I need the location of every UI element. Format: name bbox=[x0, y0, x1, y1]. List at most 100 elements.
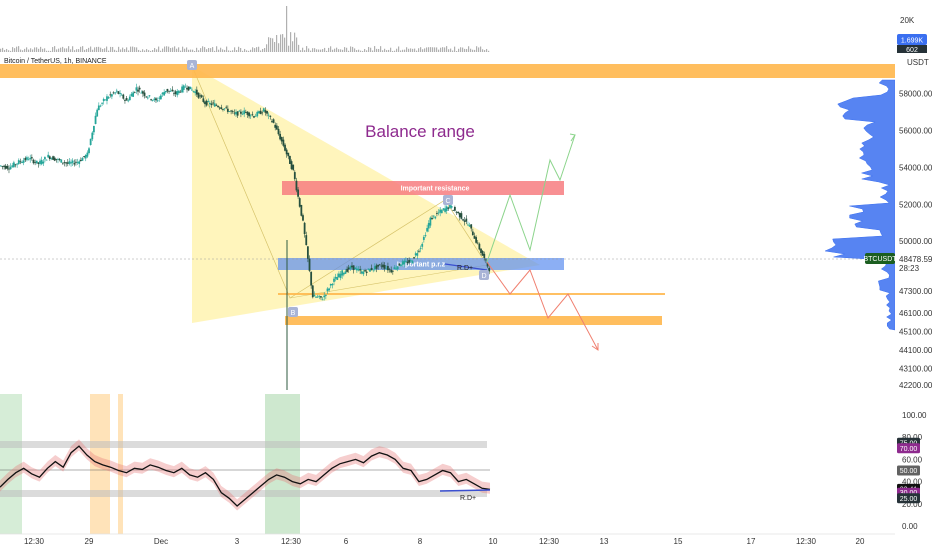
candle-body bbox=[0, 165, 2, 167]
volume-bar bbox=[426, 47, 428, 52]
osc-orange-bar-2 bbox=[118, 394, 123, 534]
point-a-marker[interactable]: A bbox=[187, 60, 197, 70]
candle-body bbox=[318, 295, 321, 297]
candle-body bbox=[57, 158, 59, 160]
volume-bar bbox=[4, 49, 6, 52]
point-d-marker[interactable]: D bbox=[479, 270, 489, 280]
price-axis[interactable]: 20K 1.699K 602 USDT 58000.00 56000.00 5400… bbox=[863, 0, 932, 550]
candle-body bbox=[191, 89, 193, 91]
candle-body bbox=[17, 160, 20, 165]
volume-bar bbox=[44, 48, 46, 52]
candle-body bbox=[37, 162, 40, 164]
volume-bar bbox=[194, 50, 196, 52]
volume-bar bbox=[380, 46, 382, 52]
volume-bar bbox=[252, 47, 254, 52]
volume-bar bbox=[346, 47, 348, 52]
point-c-marker[interactable]: C bbox=[443, 195, 453, 205]
volume-bar bbox=[318, 49, 320, 52]
volume-bar bbox=[382, 50, 384, 52]
candle-body bbox=[197, 92, 200, 98]
candle-body bbox=[440, 210, 443, 214]
resistance-zone bbox=[282, 181, 564, 195]
candle-body bbox=[473, 235, 476, 239]
candle-body bbox=[9, 166, 12, 170]
volume-bar bbox=[130, 46, 132, 52]
volume-bar bbox=[406, 47, 408, 52]
volume-bar bbox=[472, 49, 474, 52]
volume-bar bbox=[186, 47, 188, 52]
volume-bar bbox=[364, 48, 366, 52]
time-tick-label: Dec bbox=[154, 537, 168, 546]
candle-body bbox=[390, 269, 393, 273]
volume-bar bbox=[230, 50, 232, 52]
volume-bar bbox=[214, 50, 216, 52]
candle-body bbox=[429, 217, 432, 226]
volume-bar bbox=[372, 50, 374, 52]
volume-bar bbox=[50, 50, 52, 52]
symbol-tag-text: BTCUSDT bbox=[863, 256, 897, 263]
volume-bar bbox=[96, 46, 98, 52]
price-tick-label: 45100.00 bbox=[899, 328, 932, 337]
candle-body bbox=[122, 94, 125, 99]
volume-bar bbox=[30, 48, 32, 52]
candle-body bbox=[81, 158, 84, 161]
candle-body bbox=[14, 164, 17, 166]
candle-body bbox=[29, 157, 32, 160]
candle-body bbox=[344, 271, 347, 274]
candle-body bbox=[462, 219, 464, 221]
volume-bar bbox=[46, 50, 48, 52]
candle-body bbox=[91, 132, 94, 140]
candle-body bbox=[140, 92, 143, 94]
volume-bar bbox=[418, 48, 420, 52]
volume-bar bbox=[168, 46, 170, 52]
candle-body bbox=[362, 271, 365, 275]
volume-bar bbox=[360, 50, 362, 52]
candle-body bbox=[349, 266, 352, 269]
volume-bar bbox=[98, 46, 100, 52]
candle-body bbox=[71, 160, 74, 163]
volume-bar bbox=[466, 48, 468, 52]
candle-body bbox=[163, 92, 166, 96]
candle-body bbox=[99, 105, 102, 107]
osc-tick-label: 40.00 bbox=[902, 478, 923, 487]
volume-bar bbox=[442, 47, 444, 52]
time-tick-label: 12:30 bbox=[24, 537, 45, 546]
candle-body bbox=[483, 253, 486, 259]
candle-body bbox=[450, 205, 453, 208]
candle-body bbox=[249, 115, 252, 117]
volume-bar bbox=[236, 50, 238, 52]
candle-body bbox=[112, 92, 115, 94]
candle-body bbox=[254, 115, 257, 117]
volume-bar bbox=[388, 49, 390, 52]
candle-body bbox=[217, 105, 219, 108]
candle-body bbox=[142, 91, 144, 94]
candle-body bbox=[369, 268, 371, 272]
volume-bar bbox=[138, 49, 140, 52]
time-axis[interactable]: 12:30 29 Dec 3 12:30 6 8 10 12:30 13 15 17 12:30 20 bbox=[0, 533, 895, 546]
point-b-marker[interactable]: B bbox=[288, 307, 298, 317]
volume-bar bbox=[464, 48, 466, 52]
time-tick-label: 13 bbox=[600, 537, 609, 546]
volume-bar bbox=[458, 48, 460, 52]
volume-bar bbox=[416, 50, 418, 52]
candle-body bbox=[235, 111, 237, 115]
volume-bar bbox=[288, 45, 290, 52]
candle-body bbox=[94, 115, 97, 124]
volume-bar bbox=[470, 48, 472, 52]
volume-bar bbox=[298, 44, 300, 52]
candle-body bbox=[66, 162, 69, 164]
time-tick-label: 12:30 bbox=[281, 537, 302, 546]
volume-bar bbox=[92, 49, 94, 52]
volume-bar bbox=[356, 50, 358, 52]
volume-bar bbox=[384, 48, 386, 52]
candle-body bbox=[292, 164, 295, 170]
volume-bar bbox=[102, 48, 104, 52]
volume-bar bbox=[10, 50, 12, 52]
candle-body bbox=[52, 156, 54, 160]
candle-body bbox=[173, 93, 175, 95]
candle-body bbox=[93, 125, 95, 133]
bullish-projection bbox=[486, 134, 576, 263]
volume-bar bbox=[188, 49, 190, 52]
candle-body bbox=[300, 204, 303, 216]
